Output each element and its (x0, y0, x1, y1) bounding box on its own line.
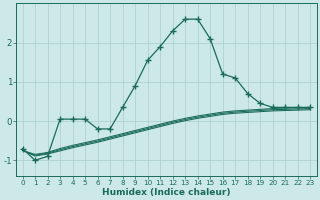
X-axis label: Humidex (Indice chaleur): Humidex (Indice chaleur) (102, 188, 231, 197)
